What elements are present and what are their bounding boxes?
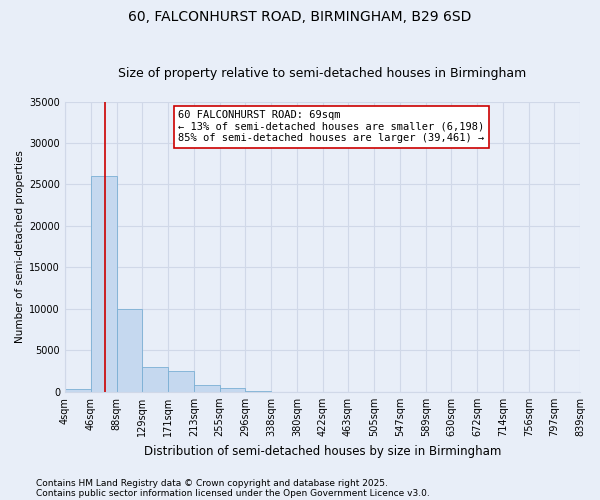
Title: Size of property relative to semi-detached houses in Birmingham: Size of property relative to semi-detach… — [118, 66, 527, 80]
Text: Contains HM Land Registry data © Crown copyright and database right 2025.: Contains HM Land Registry data © Crown c… — [36, 478, 388, 488]
X-axis label: Distribution of semi-detached houses by size in Birmingham: Distribution of semi-detached houses by … — [144, 444, 501, 458]
Bar — [168, 371, 194, 392]
Bar — [142, 367, 168, 392]
Bar — [220, 388, 245, 392]
Text: 60, FALCONHURST ROAD, BIRMINGHAM, B29 6SD: 60, FALCONHURST ROAD, BIRMINGHAM, B29 6S… — [128, 10, 472, 24]
Text: 60 FALCONHURST ROAD: 69sqm
← 13% of semi-detached houses are smaller (6,198)
85%: 60 FALCONHURST ROAD: 69sqm ← 13% of semi… — [178, 110, 484, 144]
Bar — [194, 385, 220, 392]
Bar — [245, 390, 271, 392]
Y-axis label: Number of semi-detached properties: Number of semi-detached properties — [15, 150, 25, 343]
Bar — [117, 309, 142, 392]
Text: Contains public sector information licensed under the Open Government Licence v3: Contains public sector information licen… — [36, 488, 430, 498]
Bar — [65, 390, 91, 392]
Bar — [91, 176, 117, 392]
